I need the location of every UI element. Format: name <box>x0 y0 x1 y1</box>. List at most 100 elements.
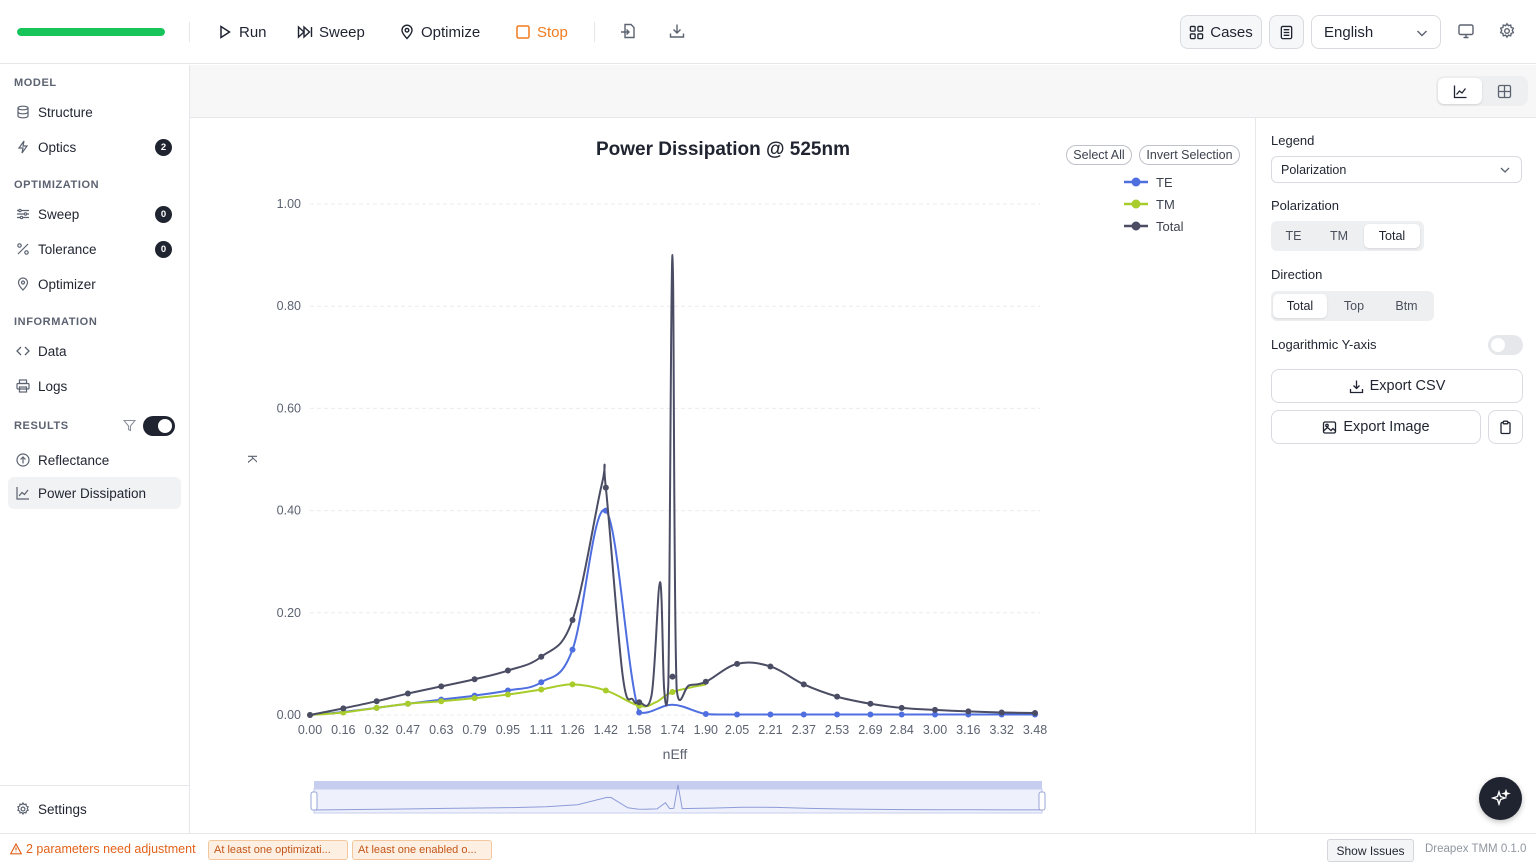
data-point[interactable] <box>569 681 576 688</box>
data-point[interactable] <box>898 711 905 718</box>
export-csv-button[interactable]: Export CSV <box>1271 369 1523 403</box>
copy-clipboard-button[interactable] <box>1488 410 1523 444</box>
polarization-option-total[interactable]: Total <box>1364 224 1420 248</box>
data-point[interactable] <box>471 695 478 702</box>
progress-bar-fill <box>17 28 165 36</box>
sidebar-item-tolerance[interactable]: Tolerance 0 <box>8 233 181 265</box>
gear-icon[interactable] <box>1498 22 1516 40</box>
data-point[interactable] <box>800 681 807 688</box>
series-line[interactable] <box>309 254 1036 716</box>
data-point[interactable] <box>867 711 874 718</box>
export-image-button[interactable]: Export Image <box>1271 410 1481 444</box>
data-point[interactable] <box>438 683 445 690</box>
data-point[interactable] <box>373 698 380 705</box>
data-point[interactable] <box>373 704 380 711</box>
zoom-right-handle[interactable] <box>1038 791 1046 811</box>
data-point[interactable] <box>898 704 905 711</box>
grid-icon <box>1189 25 1204 39</box>
sidebar-item-reflectance[interactable]: Reflectance <box>8 444 181 476</box>
data-point[interactable] <box>569 646 576 653</box>
data-point[interactable] <box>438 698 445 705</box>
data-point[interactable] <box>702 678 709 685</box>
data-point[interactable] <box>965 708 972 715</box>
sidebar-item-settings[interactable]: Settings <box>8 793 181 825</box>
data-point[interactable] <box>998 709 1005 716</box>
data-point[interactable] <box>834 693 841 700</box>
language-select[interactable]: English <box>1311 15 1441 49</box>
warning-message[interactable]: 2 parameters need adjustment <box>10 842 196 856</box>
data-point[interactable] <box>569 616 576 623</box>
data-point[interactable] <box>636 709 643 716</box>
select-all-button[interactable]: Select All <box>1066 145 1132 165</box>
download-icon[interactable] <box>668 22 686 40</box>
zoom-left-handle[interactable] <box>310 791 318 811</box>
import-icon[interactable] <box>619 22 637 40</box>
data-point[interactable] <box>800 711 807 718</box>
data-point[interactable] <box>767 711 774 718</box>
data-point[interactable] <box>307 712 313 718</box>
sidebar-item-power-dissipation[interactable]: Power Dissipation <box>8 477 181 509</box>
data-point[interactable] <box>504 691 511 698</box>
sidebar-item-optimizer[interactable]: Optimizer <box>8 268 181 300</box>
legend-item-te[interactable]: TE <box>1124 175 1173 190</box>
direction-option-total[interactable]: Total <box>1273 294 1327 318</box>
filter-icon[interactable] <box>123 419 136 432</box>
polarization-option-tm[interactable]: TM <box>1329 229 1349 243</box>
data-point[interactable] <box>504 667 511 674</box>
data-point[interactable] <box>538 679 545 686</box>
results-filter-toggle[interactable] <box>143 416 175 436</box>
series-total[interactable] <box>307 254 1038 718</box>
data-point[interactable] <box>767 663 774 670</box>
chart-view-button[interactable] <box>1438 78 1482 104</box>
sidebar-item-structure[interactable]: Structure <box>8 96 181 128</box>
table-view-button[interactable] <box>1482 78 1526 104</box>
sweep-count-badge: 0 <box>155 206 172 223</box>
log-axis-toggle[interactable] <box>1488 335 1523 355</box>
ai-assistant-button[interactable] <box>1479 777 1522 820</box>
monitor-icon[interactable] <box>1457 22 1475 40</box>
stop-button[interactable]: Stop <box>515 20 568 44</box>
polarization-option-te[interactable]: TE <box>1285 229 1302 243</box>
zoom-range-slider[interactable] <box>310 781 1046 814</box>
data-point[interactable] <box>932 711 938 718</box>
data-point[interactable] <box>1032 709 1038 716</box>
sidebar-item-logs[interactable]: Logs <box>8 370 181 402</box>
data-point[interactable] <box>602 687 609 694</box>
direction-option-btm[interactable]: Btm <box>1395 299 1418 313</box>
legend-item-total[interactable]: Total <box>1124 219 1184 234</box>
data-point[interactable] <box>538 686 545 693</box>
legend-select[interactable]: Polarization <box>1271 156 1522 183</box>
x-tick-label: 3.00 <box>923 723 947 737</box>
data-point[interactable] <box>669 689 676 696</box>
invert-selection-button[interactable]: Invert Selection <box>1139 145 1240 165</box>
data-point[interactable] <box>702 710 709 717</box>
data-point[interactable] <box>404 700 411 707</box>
data-point[interactable] <box>669 673 676 680</box>
sidebar-item-data[interactable]: Data <box>8 335 181 367</box>
legend-item-tm[interactable]: TM <box>1124 197 1175 212</box>
data-point[interactable] <box>340 705 347 712</box>
x-tick-label: 1.26 <box>560 723 584 737</box>
show-issues-button[interactable]: Show Issues <box>1327 839 1414 862</box>
sweep-button[interactable]: Sweep <box>297 20 365 44</box>
direction-option-top[interactable]: Top <box>1343 299 1365 313</box>
data-point[interactable] <box>867 700 874 707</box>
data-point[interactable] <box>734 711 741 718</box>
sidebar-item-sweep[interactable]: Sweep 0 <box>8 198 181 230</box>
issue-chip[interactable]: At least one enabled o... <box>352 840 492 860</box>
cases-button[interactable]: Cases <box>1180 15 1262 49</box>
x-tick-label: 1.42 <box>594 723 618 737</box>
data-point[interactable] <box>932 706 938 713</box>
data-point[interactable] <box>471 676 478 683</box>
run-button[interactable]: Run <box>217 20 267 44</box>
optimize-button[interactable]: Optimize <box>399 20 480 44</box>
data-point[interactable] <box>834 711 841 718</box>
data-point[interactable] <box>602 484 609 491</box>
data-point[interactable] <box>404 690 411 697</box>
data-point[interactable] <box>636 699 643 706</box>
data-point[interactable] <box>538 653 545 660</box>
issue-chip[interactable]: At least one optimizati... <box>208 840 348 860</box>
data-point[interactable] <box>734 660 741 667</box>
notes-button[interactable] <box>1269 15 1304 49</box>
sidebar-item-optics[interactable]: Optics 2 <box>8 131 181 163</box>
